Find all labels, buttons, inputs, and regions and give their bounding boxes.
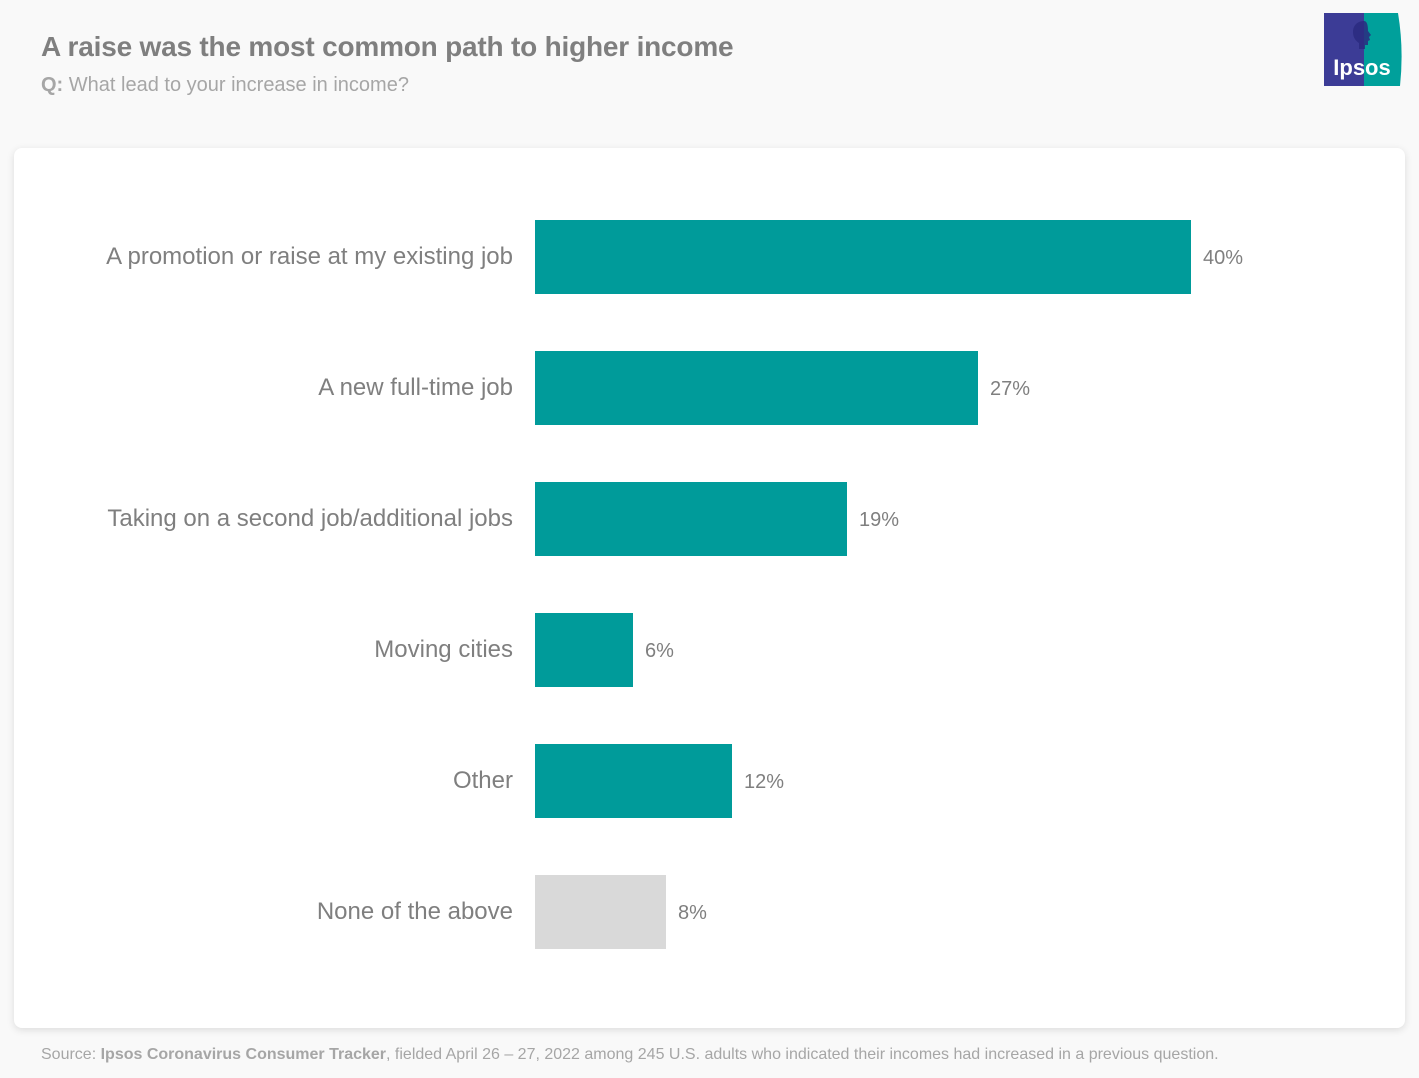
source-detail: , fielded April 26 – 27, 2022 among 245 …	[386, 1046, 1219, 1063]
source-name: Ipsos Coronavirus Consumer Tracker	[100, 1046, 387, 1063]
chart-card: A promotion or raise at my existing job 4…	[14, 148, 1405, 1028]
bar-row: Other 12%	[14, 744, 1405, 818]
bar	[535, 613, 633, 687]
bar-row: None of the above 8%	[14, 875, 1405, 949]
bar-value-label: 6%	[645, 640, 674, 662]
ipsos-logo: Ipsos	[1324, 13, 1403, 86]
bar	[535, 220, 1191, 294]
svg-text:Ipsos: Ipsos	[1333, 55, 1390, 80]
bar-row: A promotion or raise at my existing job 4…	[14, 220, 1405, 294]
bar-row: A new full-time job 27%	[14, 351, 1405, 425]
bar	[535, 875, 666, 949]
bar-value-label: 40%	[1203, 247, 1244, 269]
category-label: Taking on a second job/additional jobs	[107, 505, 513, 532]
chart-title: A raise was the most common path to high…	[41, 31, 734, 62]
question-text: What lead to your increase in income?	[68, 74, 409, 96]
category-label: Other	[452, 767, 513, 794]
chart-subtitle: Q: What lead to your increase in income?	[41, 74, 409, 97]
source-note: Source: Ipsos Coronavirus Consumer Track…	[41, 1046, 1219, 1064]
category-label: A promotion or raise at my existing job	[106, 243, 513, 270]
bar-row: Taking on a second job/additional jobs 19…	[14, 482, 1405, 556]
bar-value-label: 19%	[859, 509, 900, 531]
category-label: None of the above	[316, 898, 513, 925]
bar-row: Moving cities 6%	[14, 613, 1405, 687]
bar-value-label: 27%	[990, 378, 1031, 400]
bar	[535, 482, 847, 556]
category-label: A new full-time job	[318, 374, 513, 401]
bar-value-label: 8%	[678, 902, 707, 924]
category-label: Moving cities	[374, 636, 513, 663]
bar	[535, 351, 978, 425]
source-prefix: Source:	[41, 1046, 97, 1063]
ipsos-logo-icon: Ipsos	[1324, 13, 1402, 86]
bar	[535, 744, 732, 818]
question-prefix: Q:	[41, 74, 64, 96]
bar-value-label: 12%	[744, 771, 785, 793]
